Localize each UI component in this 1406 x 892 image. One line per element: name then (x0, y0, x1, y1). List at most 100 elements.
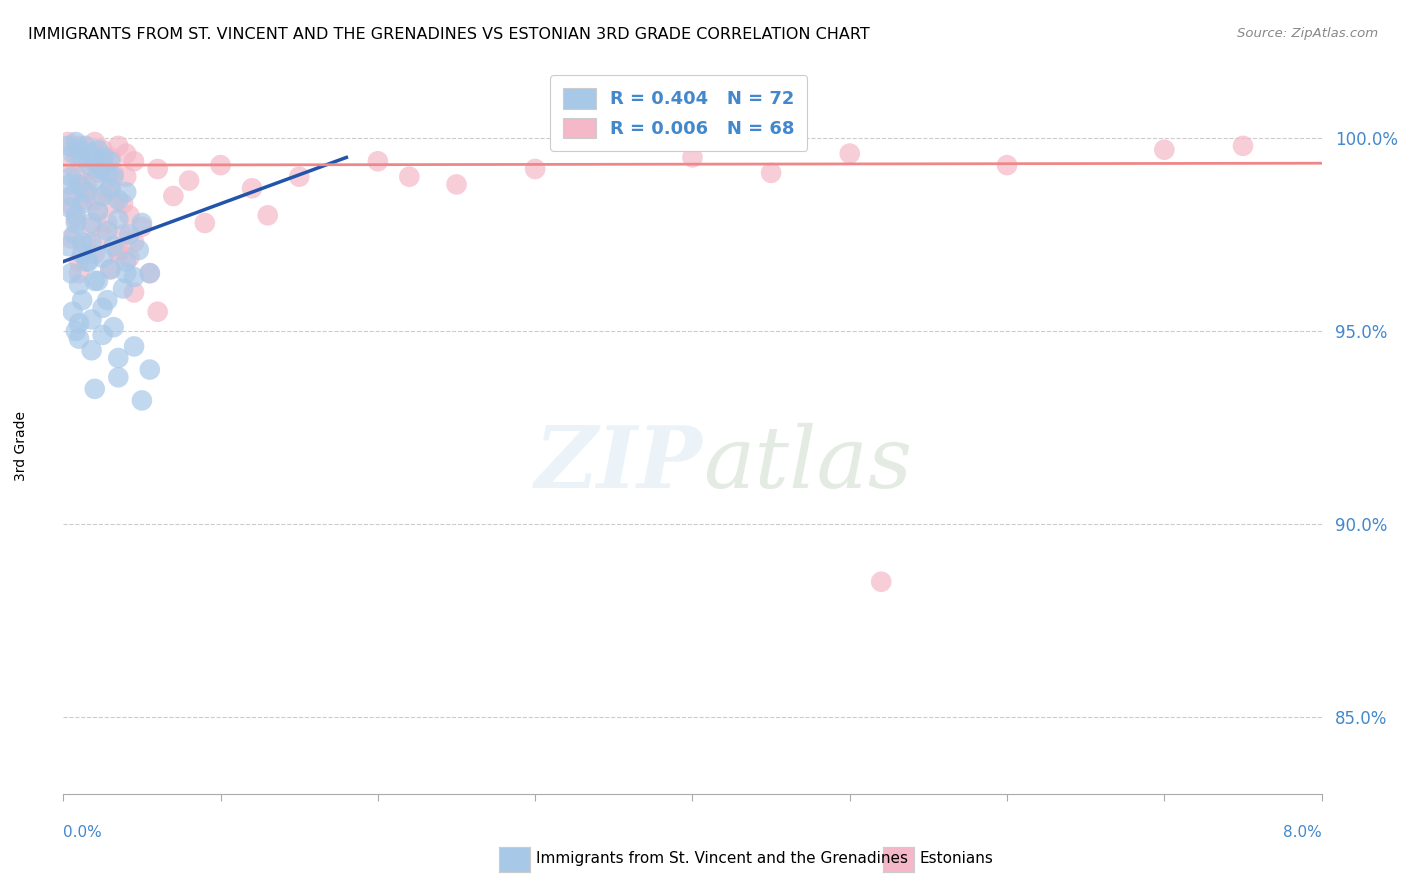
Point (65, 208, 87, 222)
Point (367, 154, 389, 169)
Point (107, 370, 129, 384)
Point (60, 169, 83, 184)
Point (118, 208, 141, 222)
Point (70, 235, 93, 250)
Point (76, 254, 98, 268)
Point (62, 189, 84, 203)
Point (65, 212, 87, 227)
Point (67, 178, 90, 192)
Point (131, 216, 153, 230)
Point (107, 351, 129, 365)
Point (60, 266, 83, 280)
Point (162, 189, 184, 203)
Point (67, 332, 90, 346)
Point (83, 193, 105, 207)
Point (67, 316, 90, 330)
Point (209, 158, 232, 172)
Point (838, 146, 860, 161)
Point (67, 143, 90, 157)
Point (112, 196, 135, 211)
Point (62, 146, 84, 161)
Point (256, 208, 278, 222)
Point (77, 158, 100, 172)
Point (107, 247, 129, 261)
Point (67, 139, 90, 153)
Point (107, 139, 129, 153)
Point (58, 178, 80, 192)
Point (107, 212, 129, 227)
Point (67, 266, 90, 280)
Point (146, 161, 169, 176)
Point (107, 193, 129, 207)
Point (80, 161, 103, 176)
Point (122, 270, 145, 285)
Point (122, 235, 145, 250)
Point (80, 312, 103, 326)
Point (91, 251, 114, 265)
Point (58, 201, 80, 215)
Legend: R = 0.404   N = 72, R = 0.006   N = 68: R = 0.404 N = 72, R = 0.006 N = 68 (551, 75, 807, 151)
Point (60, 189, 83, 203)
Point (83, 247, 105, 261)
Point (122, 154, 145, 169)
Point (75, 193, 97, 207)
Point (83, 382, 105, 396)
Point (122, 339, 145, 353)
Point (87, 204, 110, 219)
Point (96, 166, 118, 180)
Point (80, 343, 103, 358)
Point (80, 235, 103, 250)
Point (83, 154, 105, 169)
Text: Estonians: Estonians (920, 851, 994, 865)
Point (80, 216, 103, 230)
Point (179, 173, 201, 187)
Point (100, 181, 122, 195)
Point (70, 196, 93, 211)
Point (70, 293, 93, 307)
Point (1153, 143, 1175, 157)
Point (122, 285, 145, 300)
Point (759, 166, 782, 180)
Point (67, 277, 90, 292)
Point (115, 266, 138, 280)
Point (67, 150, 90, 164)
Point (87, 204, 110, 219)
Point (115, 254, 138, 268)
Point (100, 262, 122, 277)
Point (682, 150, 704, 164)
Text: Source: ZipAtlas.com: Source: ZipAtlas.com (1237, 27, 1378, 40)
Point (100, 262, 122, 277)
Point (90, 161, 112, 176)
Point (60, 231, 83, 245)
Point (93, 150, 115, 164)
Text: ZIP: ZIP (536, 422, 703, 506)
Point (76, 239, 98, 253)
Text: IMMIGRANTS FROM ST. VINCENT AND THE GRENADINES VS ESTONIAN 3RD GRADE CORRELATION: IMMIGRANTS FROM ST. VINCENT AND THE GREN… (28, 27, 870, 42)
Point (139, 266, 162, 280)
Point (115, 169, 138, 184)
Point (56, 239, 79, 253)
Point (1232, 139, 1254, 153)
Point (131, 219, 153, 234)
Point (103, 166, 125, 180)
Point (76, 185, 98, 199)
Point (103, 169, 125, 184)
Point (63, 227, 86, 242)
Point (70, 181, 93, 195)
Point (107, 243, 129, 257)
Point (446, 178, 468, 192)
Point (118, 227, 141, 242)
Point (115, 185, 138, 199)
Point (118, 251, 141, 265)
Point (60, 158, 83, 172)
Point (240, 181, 263, 195)
Point (70, 247, 93, 261)
Point (995, 158, 1018, 172)
Point (96, 224, 118, 238)
Point (139, 362, 162, 376)
Point (75, 139, 97, 153)
Text: 3rd Grade: 3rd Grade (14, 411, 28, 481)
Point (96, 293, 118, 307)
Point (56, 139, 79, 153)
Point (80, 146, 103, 161)
